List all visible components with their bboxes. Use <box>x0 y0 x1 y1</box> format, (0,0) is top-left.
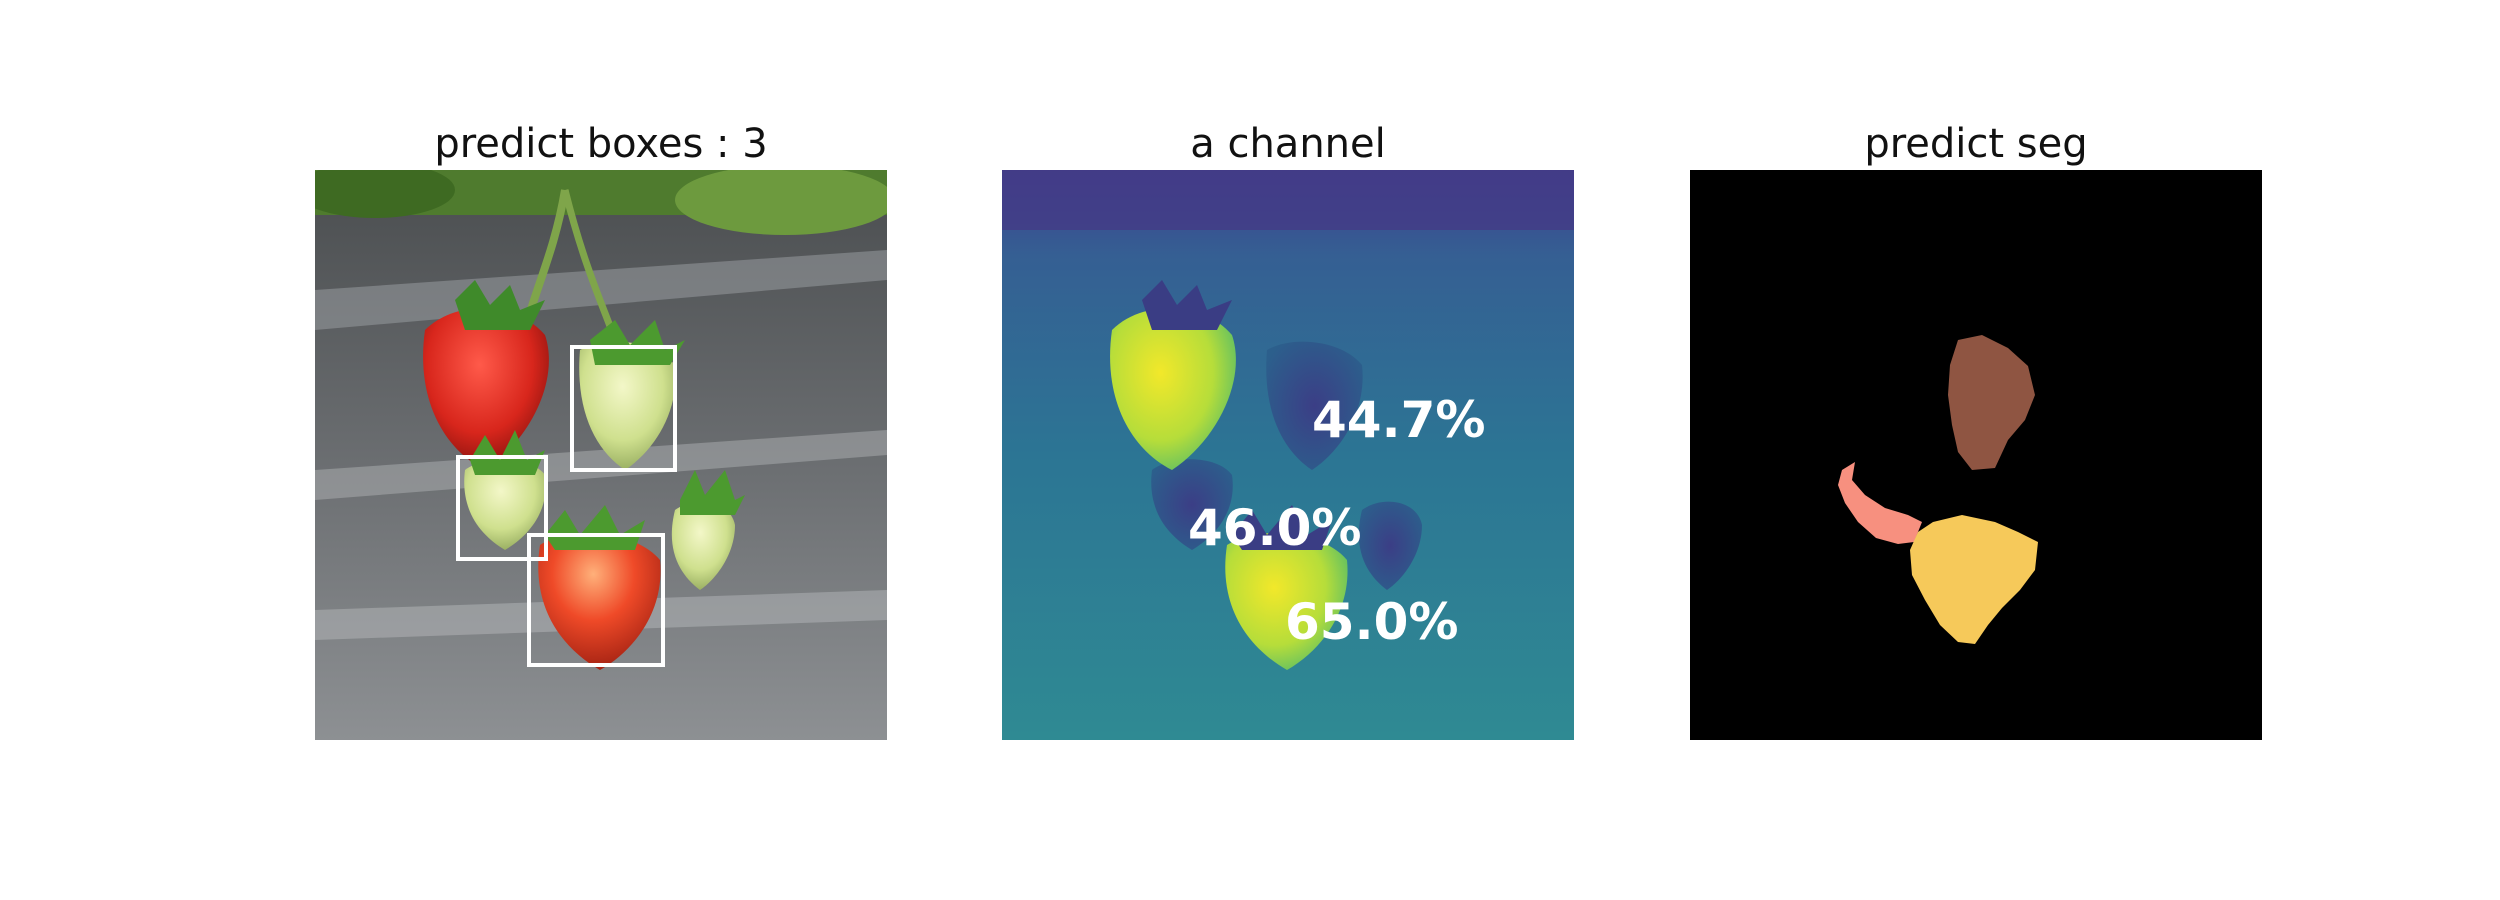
panel-title-predict-seg: predict seg <box>1864 121 2088 167</box>
panel-title-predict-boxes: predict boxes : 3 <box>434 121 768 167</box>
segment-yellow <box>1910 515 2038 644</box>
panel-title-a-channel: a channel <box>1190 121 1386 167</box>
bbox-1 <box>570 345 677 472</box>
percentage-label-1: 44.7% <box>1312 391 1486 449</box>
segment-salmon <box>1838 462 1922 544</box>
segment-brown <box>1948 335 2035 470</box>
bbox-3 <box>527 533 665 667</box>
bbox-2 <box>456 455 548 561</box>
segmentation-panel <box>1690 170 2262 740</box>
segmentation-image <box>1690 170 2262 740</box>
photo-panel <box>315 170 887 740</box>
channel-image <box>1002 170 1574 740</box>
percentage-label-2: 46.0% <box>1188 499 1362 557</box>
photo-image <box>315 170 887 740</box>
percentage-label-3: 65.0% <box>1285 593 1459 651</box>
channel-panel: 44.7% 46.0% 65.0% <box>1002 170 1574 740</box>
